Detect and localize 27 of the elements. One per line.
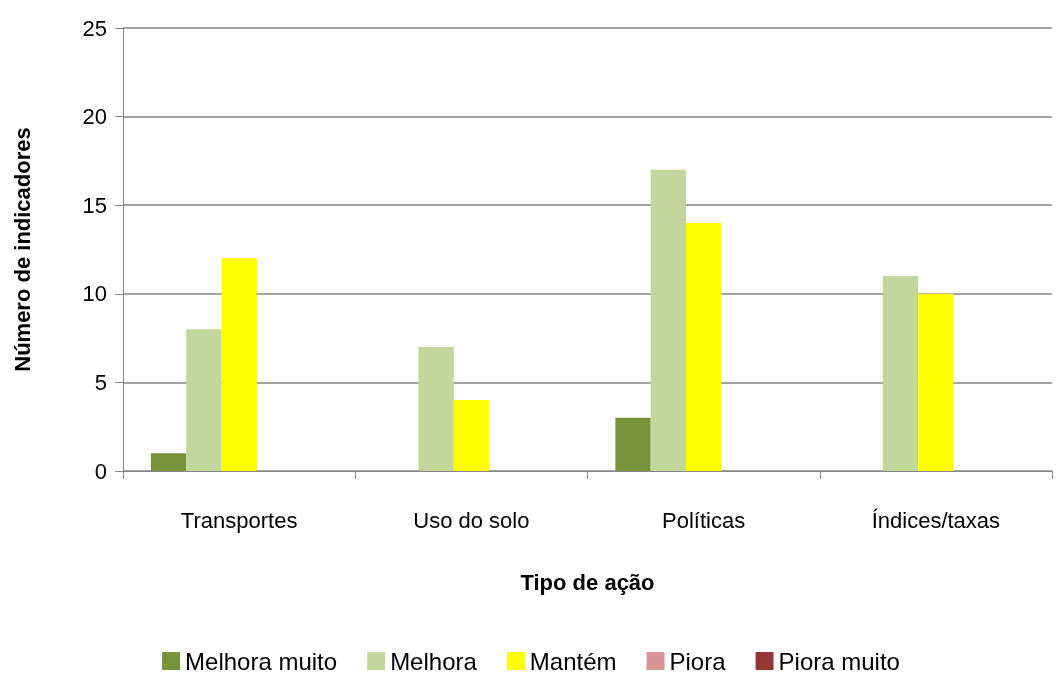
legend-label: Melhora muito [185,647,338,675]
y-tick-label: 25 [82,15,107,41]
y-tick-label: 5 [94,369,107,395]
x-tick-label: Políticas [662,507,746,533]
bar [918,293,954,471]
bar [418,346,454,471]
x-axis-title: Tipo de ação [520,569,655,595]
y-axis-title: Número de indicadores [9,127,35,372]
y-tick-label: 0 [94,458,107,484]
x-tick-label: Uso do solo [413,507,530,533]
bar [150,453,187,471]
legend-label: Piora [669,647,727,675]
bar [186,329,222,471]
legend-label: Melhora [390,647,478,675]
y-tick-label: 20 [82,104,107,130]
legend-label: Piora muito [778,647,900,675]
y-tick-label: 10 [82,281,107,307]
bar [615,417,651,471]
x-tick-label: Transportes [180,507,298,533]
bar [453,400,490,471]
bar [221,258,257,471]
bar [685,222,722,471]
x-tick-label: Índices/taxas [871,507,1001,533]
y-tick-label: 15 [82,192,107,218]
bar [650,169,686,471]
legend-label: Mantém [529,647,617,675]
bar [882,276,919,471]
